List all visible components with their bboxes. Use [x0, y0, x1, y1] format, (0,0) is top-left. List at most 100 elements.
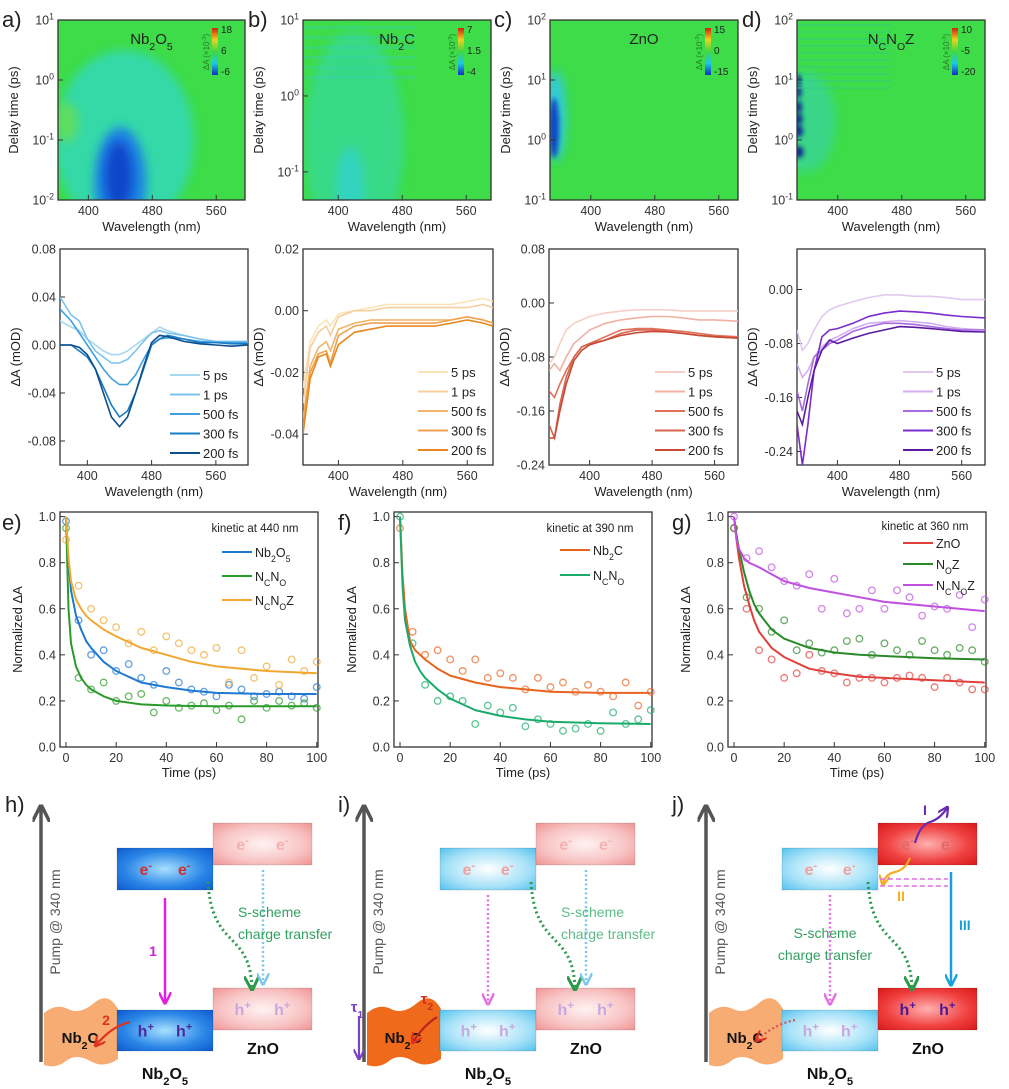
panel-label: c): [494, 7, 512, 32]
kinetics-panel-g: 0 20 40 60 80 100 0.0 0.2 0.4 0.6 0.8 1.0 ZnO NOZ NCNO…: [678, 510, 995, 780]
plot-frame: [59, 248, 249, 466]
y-tick-label: -0.04: [28, 387, 57, 401]
y-tick-label: 0.4: [707, 648, 724, 662]
data-point: [312, 683, 321, 692]
legend-label: 5 ps: [451, 365, 476, 380]
y-tick-label: 0.2: [39, 694, 56, 708]
data-point: [483, 701, 492, 710]
heatmap-title: Nb2C: [379, 31, 415, 53]
pump-label: Pump @ 340 nm: [47, 869, 63, 974]
y-axis-title: Normalized ΔA: [678, 586, 693, 673]
diagram-j: Pump @ 340 nm e-e-h+ h+e-e-h+ h+Nb2O5ZnONb2…: [706, 802, 978, 1088]
spectra-panel-a: 400 480 560 0.08 0.04 0.00 -0.04 -0.08 5 ps 1 ps 5…: [8, 243, 249, 499]
electron-label: e-: [941, 835, 954, 854]
nb2o5-conduction-band: [439, 847, 537, 891]
x-tick-label: 480: [142, 204, 163, 218]
data-point: [621, 678, 630, 687]
legend-label: 200 fs: [936, 443, 972, 458]
data-point: [225, 680, 233, 689]
s-scheme-label: S-scheme: [238, 904, 301, 920]
kinetic-annotation: kinetic at 360 nm: [882, 521, 969, 533]
legend-label: 1 ps: [451, 385, 476, 400]
fit-line: [65, 516, 317, 675]
colorbar-tick-label: -5: [961, 46, 970, 57]
data-point: [99, 646, 108, 655]
kinetic-annotation: kinetic at 390 nm: [547, 523, 634, 535]
zno-valence-band: [535, 987, 636, 1031]
y-tick-label: 0.6: [39, 602, 56, 616]
x-axis-title: Wavelength (nm): [348, 219, 447, 234]
tau-2-label: τ2: [421, 991, 434, 1013]
data-point: [930, 683, 939, 692]
x-axis-title: Time (ps): [496, 765, 550, 780]
nb2o5-conduction-band: [781, 847, 879, 891]
spectra-panel-c: 400 480 560 0.08 0.00 -0.08 -0.16 -0.24 5 ps 1 ps…: [497, 243, 739, 499]
x-tick-label: 80: [928, 751, 942, 765]
path-label-I: I: [923, 802, 927, 818]
data-point: [968, 646, 977, 655]
heatmap-feature: [797, 87, 891, 89]
electron-label: e-: [501, 860, 514, 879]
data-point: [508, 673, 517, 682]
data-point: [855, 673, 864, 682]
diagram-h: Pump @ 340 nm e-e-h+ h+e-e-h+ h+Nb2O5ZnONb2…: [41, 808, 332, 1088]
data-point: [137, 627, 146, 636]
spectrum-line-500fs: [60, 308, 248, 386]
y-tick-label: -0.02: [271, 366, 300, 380]
electron-label: e-: [901, 835, 914, 854]
colorbar-label: ΔA (×10-3): [695, 33, 704, 70]
y-tick-label: 101: [527, 72, 546, 88]
y-axis-title: ΔA (mOD): [745, 327, 760, 386]
heatmap-feature: [797, 73, 891, 75]
legend-label: Nb2O5: [255, 546, 291, 564]
data-point: [287, 655, 296, 664]
x-tick-label: 60: [878, 751, 892, 765]
data-point: [250, 673, 259, 682]
data-point: [533, 673, 542, 682]
heatmap-image: [303, 20, 491, 200]
y-tick-label: 0.6: [373, 602, 390, 616]
data-point: [571, 724, 580, 733]
x-tick-label: 560: [206, 204, 227, 218]
y-axis-title: ΔA (mOD): [497, 327, 512, 386]
data-point: [880, 639, 889, 648]
panel-label: d): [742, 7, 762, 32]
data-point: [830, 574, 839, 583]
y-axis-title: Delay time (ps): [498, 66, 513, 153]
fit-line: [399, 516, 651, 694]
data-point: [237, 685, 246, 694]
heatmap-panel-b: 400 480 560 101 100 10-1 Wavelength (nm) Delay …: [251, 12, 492, 234]
data-point: [968, 685, 977, 694]
zno-valence-band: [212, 987, 313, 1031]
data-point: [99, 678, 108, 687]
data-point: [767, 655, 776, 664]
y-tick-label: 0.00: [32, 339, 56, 353]
data-point: [634, 715, 643, 724]
legend-label: 200 fs: [688, 443, 724, 458]
data-point: [471, 720, 480, 728]
y-tick-label: 0.02: [275, 243, 299, 257]
data-point: [87, 650, 96, 659]
y-axis-title: Delay time (ps): [6, 66, 21, 153]
nb2o5-label: Nb2O5: [807, 1066, 853, 1088]
data-point: [446, 655, 455, 664]
x-axis-title: Wavelength (nm): [842, 219, 941, 234]
x-tick-label: 40: [493, 751, 507, 765]
zno-conduction-band: [212, 822, 313, 866]
heatmap-feature: [797, 101, 803, 113]
hole-label: h+: [235, 1000, 252, 1019]
tau-2-arrow: [413, 1016, 438, 1042]
data-point: [842, 637, 851, 645]
x-tick-label: 40: [827, 751, 841, 765]
x-axis-title: Wavelength (nm): [105, 484, 204, 499]
x-tick-label: 560: [456, 204, 477, 218]
data-point: [968, 623, 977, 632]
y-tick-label: -0.24: [517, 459, 546, 473]
y-tick-label: 0.0: [373, 741, 390, 755]
data-point: [112, 667, 121, 675]
heatmap-feature: [797, 80, 891, 82]
y-tick-label: 0.00: [275, 304, 299, 318]
y-tick-label: 0.04: [32, 291, 56, 305]
x-tick-label: 60: [544, 751, 558, 765]
legend-label: 200 fs: [451, 443, 487, 458]
